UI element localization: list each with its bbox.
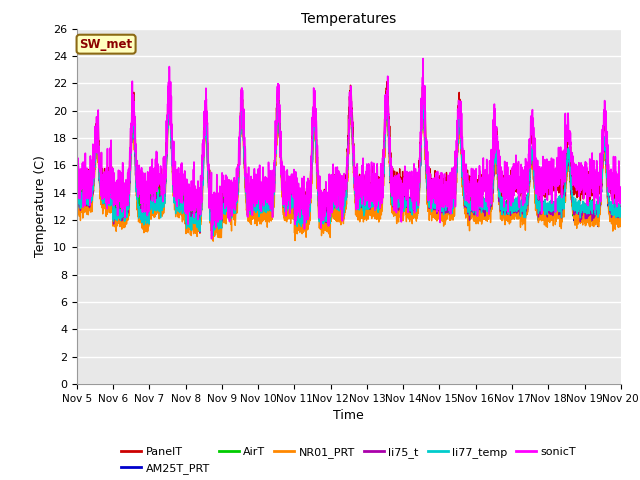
NR01_PRT <box>617 223 625 229</box>
Text: SW_met: SW_met <box>79 37 132 51</box>
PanelT <box>607 188 614 193</box>
sonicT <box>167 108 175 114</box>
li75_t <box>196 230 204 236</box>
NR01_PRT <box>135 217 143 223</box>
AM25T_PRT <box>282 195 289 201</box>
Line: AirT: AirT <box>77 98 621 230</box>
li75_t <box>617 206 625 212</box>
Line: PanelT: PanelT <box>77 82 621 218</box>
PanelT <box>617 195 625 201</box>
PanelT <box>282 181 289 187</box>
NR01_PRT <box>305 207 313 213</box>
li77_temp <box>167 132 175 138</box>
li77_temp <box>209 232 217 238</box>
AM25T_PRT <box>209 232 217 238</box>
AirT <box>73 178 81 183</box>
NR01_PRT <box>209 238 217 244</box>
Line: li77_temp: li77_temp <box>77 100 621 235</box>
NR01_PRT <box>73 200 81 205</box>
Y-axis label: Temperature (C): Temperature (C) <box>35 156 47 257</box>
AM25T_PRT <box>73 190 81 196</box>
AirT <box>282 206 290 212</box>
AirT <box>209 227 217 233</box>
li75_t <box>305 203 313 208</box>
li77_temp <box>305 202 313 208</box>
sonicT <box>208 236 216 241</box>
Legend: PanelT, AM25T_PRT, AirT, NR01_PRT, li75_t, li77_temp, sonicT: PanelT, AM25T_PRT, AirT, NR01_PRT, li75_… <box>117 443 580 478</box>
PanelT <box>215 216 223 221</box>
PanelT <box>167 108 175 114</box>
Line: AM25T_PRT: AM25T_PRT <box>77 105 621 235</box>
li75_t <box>135 207 143 213</box>
AM25T_PRT <box>305 201 313 207</box>
sonicT <box>607 182 614 188</box>
li77_temp <box>607 205 614 211</box>
Line: NR01_PRT: NR01_PRT <box>77 108 621 241</box>
PanelT <box>73 168 81 174</box>
li75_t <box>548 211 556 217</box>
NR01_PRT <box>607 212 614 218</box>
PanelT <box>135 192 143 197</box>
li77_temp <box>419 97 427 103</box>
NR01_PRT <box>282 203 289 208</box>
NR01_PRT <box>548 216 556 222</box>
sonicT <box>305 185 313 191</box>
li75_t <box>73 191 81 196</box>
sonicT <box>419 56 427 61</box>
li77_temp <box>548 202 556 208</box>
Line: li75_t: li75_t <box>77 100 621 233</box>
AirT <box>548 215 556 221</box>
li75_t <box>419 97 427 103</box>
li77_temp <box>73 192 81 198</box>
AirT <box>305 203 313 208</box>
li77_temp <box>135 210 143 216</box>
sonicT <box>548 174 556 180</box>
Title: Temperatures: Temperatures <box>301 12 396 26</box>
AM25T_PRT <box>167 131 175 137</box>
AirT <box>166 96 173 101</box>
AM25T_PRT <box>419 102 427 108</box>
li77_temp <box>617 207 625 213</box>
AirT <box>168 129 175 134</box>
AirT <box>617 211 625 217</box>
sonicT <box>73 174 81 180</box>
AirT <box>607 210 614 216</box>
PanelT <box>383 79 390 84</box>
NR01_PRT <box>167 139 175 144</box>
li75_t <box>167 130 175 135</box>
AM25T_PRT <box>607 215 614 221</box>
li75_t <box>607 210 614 216</box>
PanelT <box>548 185 556 191</box>
AirT <box>135 198 143 204</box>
NR01_PRT <box>419 105 427 111</box>
li75_t <box>282 188 289 194</box>
sonicT <box>135 181 143 187</box>
PanelT <box>305 187 313 192</box>
X-axis label: Time: Time <box>333 409 364 422</box>
li77_temp <box>282 195 289 201</box>
AM25T_PRT <box>617 214 625 219</box>
AM25T_PRT <box>135 206 143 212</box>
sonicT <box>282 187 289 192</box>
AM25T_PRT <box>548 212 556 218</box>
sonicT <box>617 195 625 201</box>
Line: sonicT: sonicT <box>77 59 621 239</box>
